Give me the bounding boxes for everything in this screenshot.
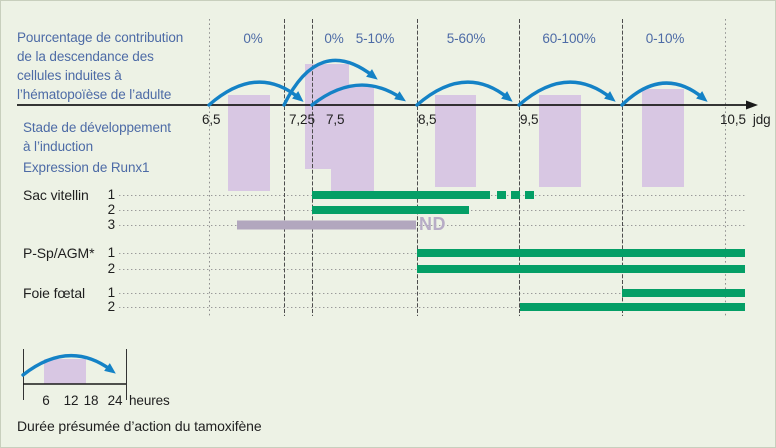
- stage-tick-label: 7,25: [289, 112, 315, 127]
- tamoxifen-action-arc-arrowhead: [394, 91, 406, 102]
- tamoxifen-action-arc-arrowhead: [292, 91, 304, 102]
- legend-hour-label: 18: [83, 393, 99, 408]
- expression-bar: [312, 191, 490, 199]
- tamoxifen-action-arc-arrowhead: [366, 69, 378, 80]
- tissue-label-psp-agm: P-Sp/AGM*: [23, 245, 95, 261]
- stage-tick-label: 8,5: [418, 112, 437, 127]
- tamoxifen-action-arc-arrowhead: [501, 91, 513, 102]
- row-number: 1: [107, 245, 116, 260]
- legend-induction-bar: [44, 359, 86, 384]
- tamoxifen-action-arc-arrowhead: [604, 91, 616, 102]
- legend-hour-label: 24: [107, 393, 123, 408]
- induction-window-bar: [642, 89, 684, 187]
- legend-hour-label: 12: [63, 393, 79, 408]
- tissue-label-sac-vitellin: Sac vitellin: [23, 187, 89, 203]
- expression-bar: [312, 206, 469, 214]
- induction-window-bar: [435, 95, 476, 187]
- legend-tamoxifen-arc: [21, 353, 113, 377]
- tissue-label-foie-foetal: Foie fœtal: [23, 285, 86, 301]
- figure-title-line: Pourcentage de contribution: [17, 30, 184, 45]
- percentage-label: 0%: [324, 31, 344, 46]
- expression-bar: [622, 289, 745, 297]
- nd-annotation: ND: [419, 214, 446, 234]
- row-number: 1: [107, 187, 116, 202]
- expression-bar: [237, 220, 416, 230]
- stage-tick-label: 6,5: [202, 112, 221, 127]
- tamoxifen-action-arc: [415, 80, 510, 107]
- tamoxifen-action-arc: [620, 81, 705, 107]
- tamoxifen-action-arc: [310, 83, 403, 107]
- row-number: 1: [107, 285, 116, 300]
- induction-window-bar: [228, 95, 270, 191]
- legend-hour-unit: heures: [129, 393, 170, 408]
- figure-title-line: cellules induites à: [17, 68, 122, 83]
- percentage-label: 60-100%: [542, 31, 596, 46]
- axis-label-stade-line: à l’induction: [23, 139, 93, 154]
- tamoxifen-action-arc: [282, 58, 375, 107]
- axis-label-stade-line: Stade de développement: [23, 120, 171, 135]
- percentage-label: 5-10%: [355, 31, 395, 46]
- expression-bar-dash: [497, 191, 506, 199]
- expression-bar-dash: [511, 191, 520, 199]
- percentage-label: 0-10%: [645, 31, 685, 46]
- stage-tick-label: 9,5: [520, 112, 539, 127]
- expression-bar: [417, 265, 745, 273]
- stage-tick-label: 10,5 jdg: [720, 112, 771, 127]
- figure-title-line: l’hématopoïèse de l’adulte: [17, 87, 172, 102]
- tamoxifen-action-arc: [517, 80, 613, 107]
- row-number: 2: [107, 299, 116, 314]
- expression-bar: [520, 303, 745, 311]
- legend-tamoxifen-arc-arrowhead: [104, 363, 116, 374]
- row-number: 2: [107, 202, 116, 217]
- row-number: 3: [107, 217, 116, 232]
- expression-bar: [417, 249, 745, 257]
- axis-label-runx1: Expression de Runx1: [23, 160, 150, 175]
- row-number: 2: [107, 261, 116, 276]
- figure-title-line: de la descendance des: [17, 49, 154, 64]
- tamoxifen-action-arc-arrowhead: [696, 91, 708, 102]
- induction-window-bar: [331, 86, 374, 191]
- stage-tick-label: 7,5: [326, 112, 345, 127]
- percentage-label: 0%: [243, 31, 263, 46]
- legend-hour-label: 6: [42, 393, 50, 408]
- stage-tick-value: 10,5: [720, 112, 746, 127]
- axis-label-stade: Stade de développement à l’induction: [23, 118, 171, 156]
- percentage-label: 5-60%: [446, 31, 486, 46]
- figure-title: Pourcentage de contribution de la descen…: [17, 28, 183, 104]
- stage-axis-unit: jdg: [752, 112, 771, 127]
- figure-caption: Durée présumée d’action du tamoxifène: [17, 418, 262, 434]
- expression-bar-dash: [525, 191, 534, 199]
- time-axis-arrowhead: [746, 100, 758, 110]
- induction-window-bar: [539, 95, 581, 187]
